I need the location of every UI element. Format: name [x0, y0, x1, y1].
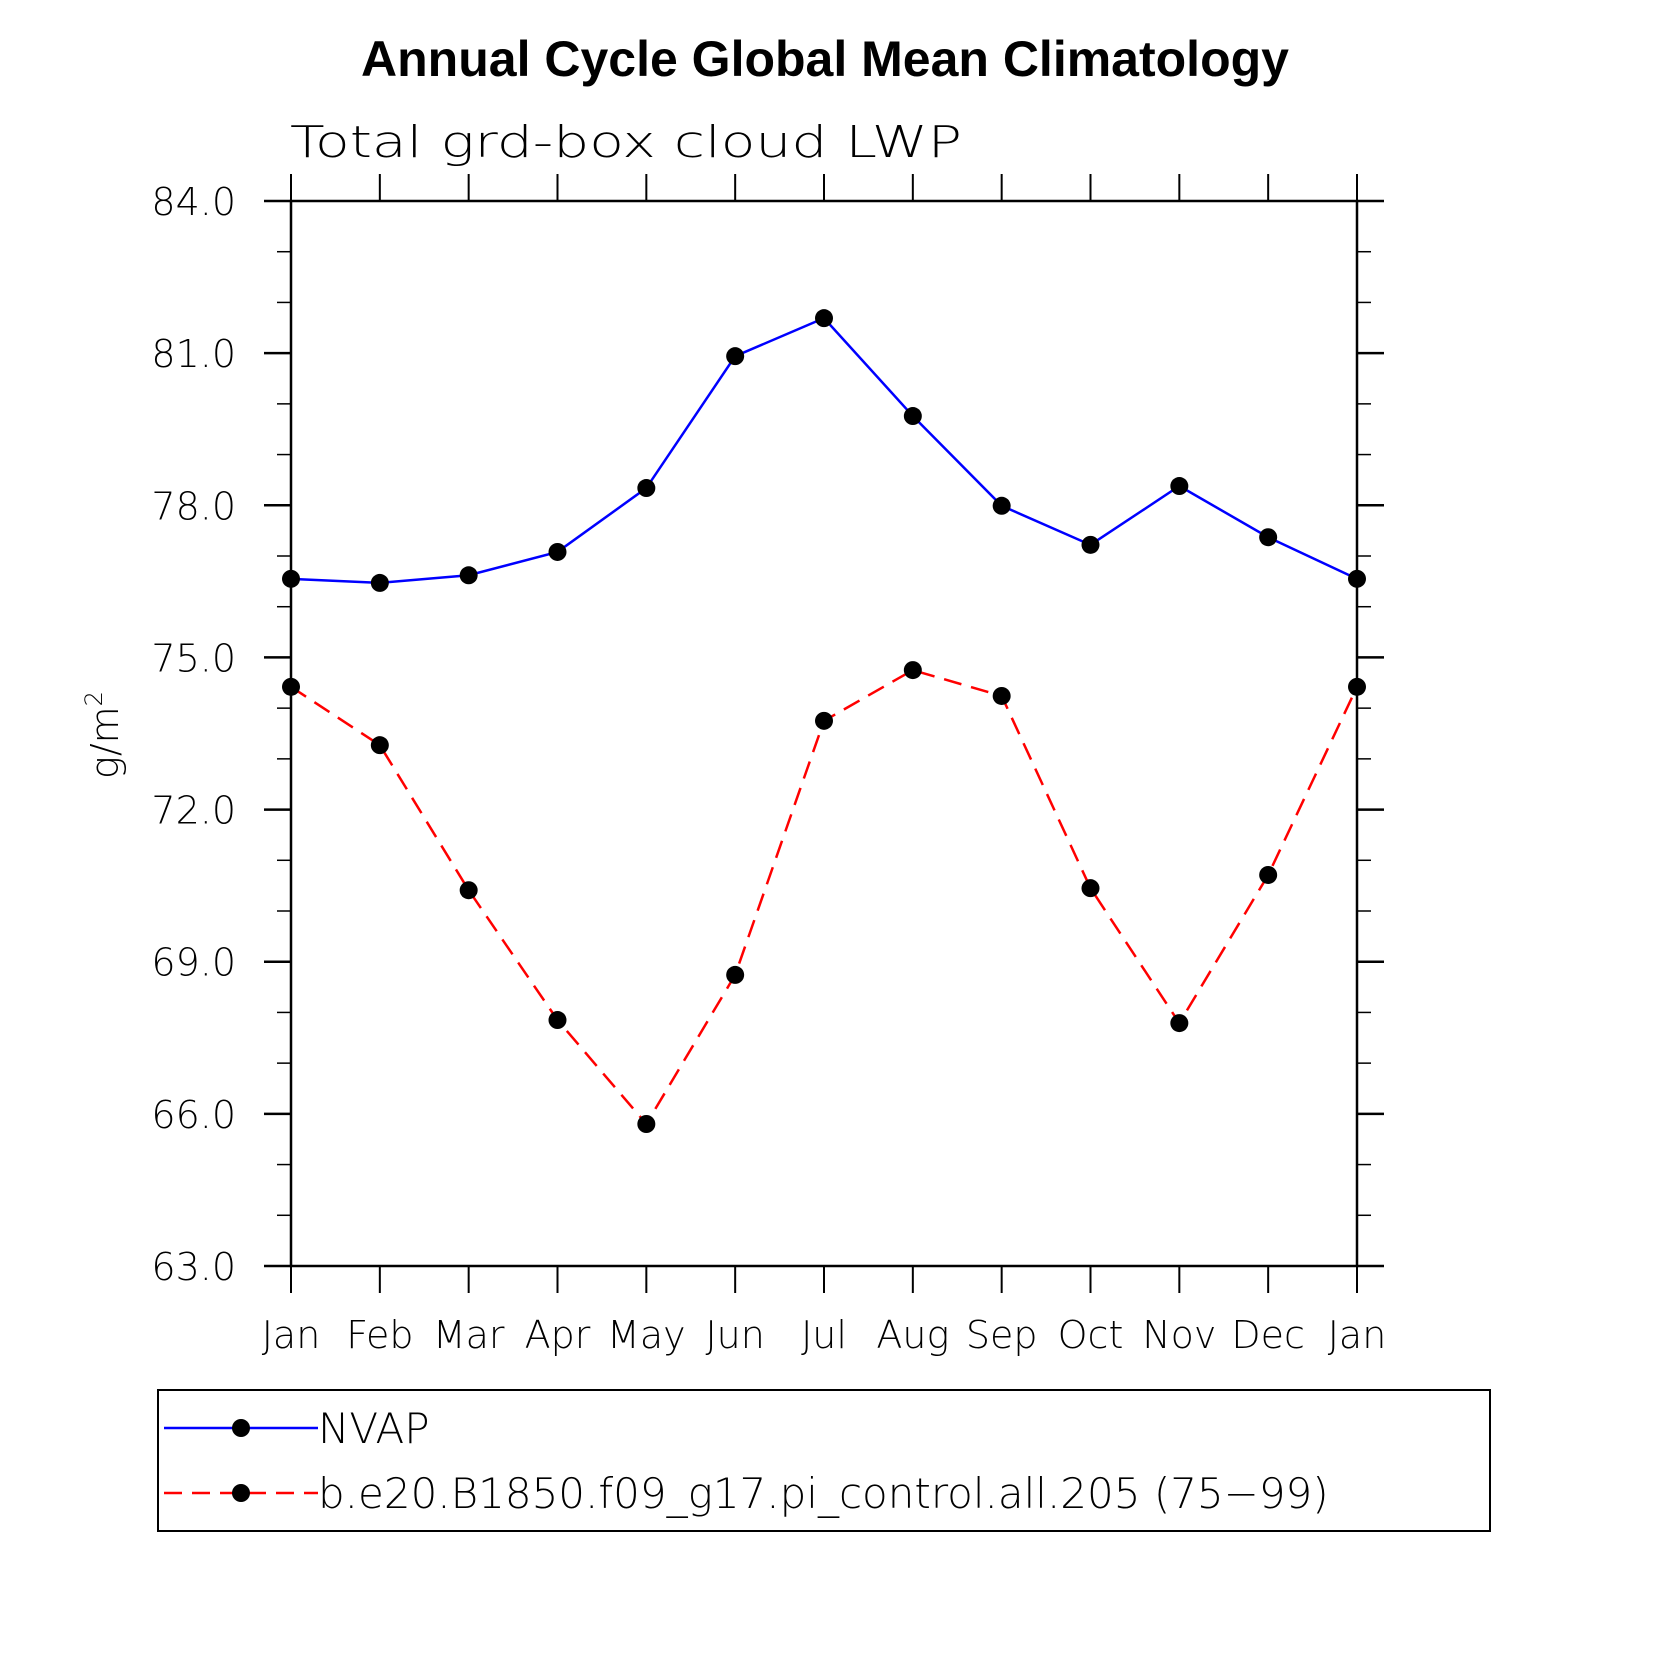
y-axis-label-sup: 2: [80, 691, 108, 706]
x-tick-label: Jul: [801, 1313, 847, 1357]
data-point: [726, 347, 745, 366]
x-tick-label: Mar: [433, 1313, 505, 1357]
x-tick-label: Apr: [525, 1313, 591, 1357]
legend-label: NVAP: [318, 1404, 430, 1453]
plot-frame: [289, 199, 1359, 1268]
chart-title: Annual Cycle Global Mean Climatology: [361, 31, 1289, 87]
data-point: [1348, 677, 1366, 696]
data-point: [815, 309, 833, 328]
data-point: [637, 1115, 656, 1133]
legend-label: b.e20.B1850.f09_g17.pi_control.all.205 (…: [318, 1469, 1329, 1518]
y-tick-label: 72.0: [151, 789, 236, 833]
y-tick-label: 81.0: [151, 332, 236, 376]
data-point: [726, 965, 745, 984]
legend-marker: [232, 1484, 250, 1502]
data-point: [1170, 1014, 1189, 1033]
x-tick-label: Jun: [705, 1313, 764, 1357]
data-point: [903, 661, 922, 680]
x-tick-label: Nov: [1142, 1313, 1216, 1357]
x-tick-label: Oct: [1058, 1313, 1124, 1357]
data-point: [282, 569, 300, 588]
data-point: [282, 677, 300, 696]
data-point: [637, 479, 656, 498]
data-point: [903, 407, 922, 426]
series-line-1: [290, 668, 1359, 1127]
data-point: [1259, 528, 1278, 547]
data-point: [992, 686, 1011, 705]
chart-subtitle: Total grd-box cloud LWP: [290, 117, 962, 168]
data-point: [815, 711, 833, 730]
data-point: [1081, 879, 1100, 898]
data-point: [1081, 535, 1100, 554]
data-point: [459, 566, 478, 585]
data-point: [1170, 477, 1189, 496]
data-point: [548, 1011, 567, 1030]
x-tick-label: Feb: [346, 1313, 413, 1357]
y-tick-label: 66.0: [151, 1093, 236, 1137]
x-tick-label: Jan: [1328, 1313, 1387, 1357]
legend-box: [157, 1389, 1491, 1532]
data-point: [370, 736, 389, 755]
series-line-0: [290, 316, 1358, 585]
data-point: [992, 496, 1011, 515]
data-point: [370, 573, 389, 592]
x-tick-label: May: [607, 1313, 686, 1357]
x-tick-label: Aug: [876, 1313, 949, 1357]
legend-marker: [232, 1419, 250, 1437]
data-point: [1348, 569, 1366, 588]
y-axis-label: g/m2: [80, 691, 127, 779]
y-axis-label-text: g/m: [83, 706, 127, 779]
y-tick-label: 84.0: [151, 180, 236, 224]
x-tick-label: Sep: [966, 1313, 1038, 1357]
data-point: [1259, 865, 1278, 884]
x-tick-label: Jan: [262, 1313, 321, 1357]
y-tick-label: 69.0: [151, 941, 236, 985]
data-point: [548, 542, 567, 561]
y-tick-label: 63.0: [151, 1245, 236, 1289]
data-point: [459, 881, 478, 900]
y-tick-label: 75.0: [151, 636, 236, 680]
x-tick-label: Dec: [1231, 1313, 1305, 1357]
y-tick-label: 78.0: [151, 484, 236, 528]
